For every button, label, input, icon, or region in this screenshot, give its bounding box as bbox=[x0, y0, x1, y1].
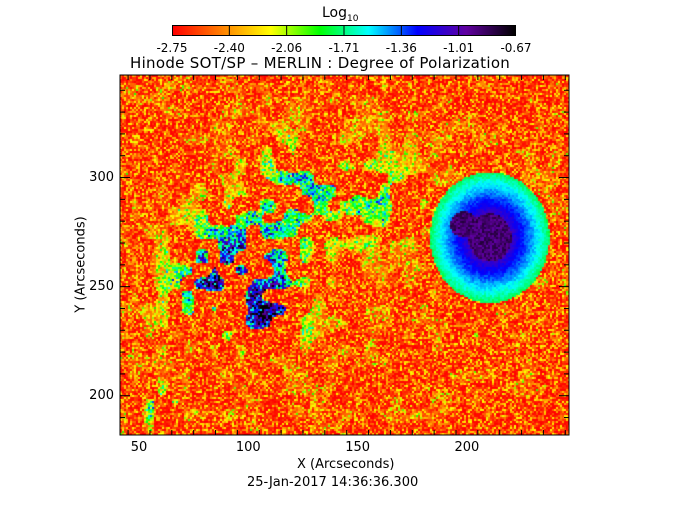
colorbar-tick-label: -2.40 bbox=[213, 41, 245, 55]
plot-frame bbox=[119, 74, 570, 436]
x-tick-label: 50 bbox=[130, 440, 148, 455]
colorbar-tick-label: -0.67 bbox=[500, 41, 532, 55]
y-tick-label: 300 bbox=[89, 169, 114, 185]
colorbar-tick-label: -2.06 bbox=[271, 41, 303, 55]
colorbar-label: Log10 bbox=[322, 5, 359, 24]
x-tick-label: 200 bbox=[454, 440, 480, 455]
timestamp: 25-Jan-2017 14:36:36.300 bbox=[247, 475, 419, 490]
colorbar-tick-label: -1.01 bbox=[443, 41, 475, 55]
x-tick-label: 150 bbox=[345, 440, 371, 455]
x-tick-label: 100 bbox=[235, 440, 261, 455]
y-axis-label: Y (Arcseconds) bbox=[73, 216, 89, 313]
y-tick-label: 250 bbox=[89, 278, 114, 294]
y-tick-label: 200 bbox=[89, 387, 114, 403]
polarization-map bbox=[120, 75, 569, 435]
colorbar-tick-label: -1.71 bbox=[328, 41, 360, 55]
chart-title: Hinode SOT/SP – MERLIN : Degree of Polar… bbox=[130, 54, 511, 72]
x-axis-label: X (Arcseconds) bbox=[297, 457, 395, 472]
colorbar-tick-label: -1.36 bbox=[385, 41, 417, 55]
colorbar-tick-label: -2.75 bbox=[156, 41, 188, 55]
